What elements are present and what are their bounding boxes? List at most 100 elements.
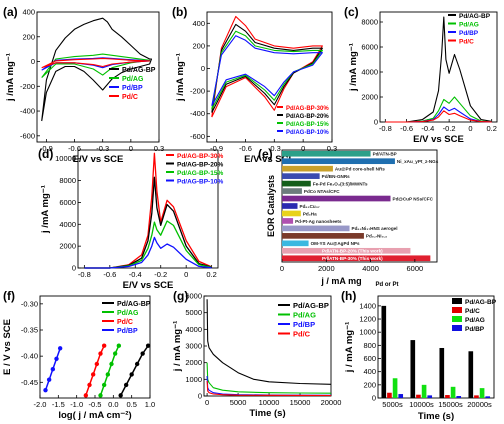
y-tick-label: 0	[372, 394, 376, 403]
series-line	[211, 23, 323, 113]
panel-d: (d) -0.8 -0.6 -0.4 -0.2 0 0.2 0 2000 4000 6000 8000…	[38, 147, 223, 291]
x-tick-label: -0.6	[68, 144, 81, 153]
y-tick-label: -200	[190, 87, 205, 96]
series-line	[211, 15, 323, 118]
x-axis-label: Time (s)	[418, 411, 454, 422]
y-tick-label: 0	[31, 57, 35, 66]
y-tick-label: -0.30	[21, 299, 38, 308]
x-tick-label: -2.0	[34, 400, 47, 409]
panel-g: (g) 0 5000 10000 15000 20000 0 1000 2000 3000 4000…	[172, 289, 341, 419]
bar	[427, 395, 433, 398]
x-tick-label: 0.0	[108, 400, 118, 409]
x-tick-label: 15000s	[438, 400, 463, 409]
series-line	[385, 16, 492, 123]
data-point	[43, 387, 48, 393]
bar	[485, 396, 491, 398]
x-tick-label: 4000	[362, 264, 379, 273]
legend-label: Pd/BP	[459, 30, 479, 37]
x-tick-label: 0	[205, 398, 209, 407]
legend-label: Pd/AG-BP-10%	[286, 130, 329, 136]
x-tick-label: 0	[184, 270, 188, 279]
panel-f: (f) -2.0 -1.5 -1.0 -0.5 0.0 0.5 1.0 -0.45 -0.40 -0…	[2, 289, 155, 421]
data-point	[57, 346, 63, 351]
plot-frame	[379, 11, 498, 123]
panel-label: (d)	[38, 147, 53, 161]
legend-label: Pd/AG-BP	[117, 301, 151, 308]
y-axis-label: EOR Catalysts	[266, 175, 276, 237]
bar	[282, 233, 364, 239]
bar	[416, 394, 421, 398]
data-point	[50, 367, 56, 372]
y-tick-label: -600	[190, 132, 205, 141]
legend-label: Pd/C	[122, 94, 138, 101]
bar	[282, 150, 371, 157]
series-line	[211, 35, 323, 107]
legend-label: Pd/AG	[465, 317, 485, 324]
bar	[282, 210, 301, 217]
legend-swatch	[452, 316, 462, 322]
x-tick-label: -0.8	[78, 270, 91, 279]
bar	[421, 384, 427, 398]
legend-label: Pd/C	[465, 308, 480, 315]
data-point	[145, 343, 151, 348]
bar-label: Pd/ATN-BP	[373, 152, 397, 157]
bar	[282, 165, 333, 172]
panel-label: (a)	[3, 5, 18, 19]
bar	[282, 218, 294, 224]
x-axis-label: E/V vs SCE	[73, 154, 124, 165]
y-tick-label: 4000	[185, 325, 202, 334]
x-tick-label: -0.3	[96, 144, 109, 153]
series-line	[206, 299, 332, 385]
x-tick-label: -0.9	[40, 144, 53, 153]
x-tick-label: 10000s	[409, 400, 434, 409]
bar-label: Pd/ATN-BP-30% (This work)	[322, 256, 383, 261]
y-tick-label: 200	[22, 32, 35, 41]
y-tick-label: 6000	[361, 43, 378, 52]
plot-frame	[206, 11, 333, 143]
bar	[282, 255, 431, 262]
legend-label: Pd/AG	[122, 76, 144, 83]
series-line	[385, 110, 492, 123]
data-point	[83, 393, 89, 398]
bar	[282, 188, 302, 194]
y-tick-label: 6000	[59, 198, 76, 207]
panel-label: (h)	[341, 289, 356, 303]
x-tick-label: 0.5	[126, 400, 136, 409]
y-tick-label: 200	[363, 380, 376, 389]
bar-label: Pd-Pt-Ag nanosheets	[295, 219, 342, 224]
x-tick-label: -1.0	[70, 400, 83, 409]
bar-label: Pd/ATN-BP-20% (This work)	[322, 249, 383, 254]
data-point	[129, 372, 134, 377]
y-tick-label: -600	[20, 131, 35, 140]
y-tick-label: 4000	[59, 220, 76, 229]
panel-label: (b)	[172, 5, 187, 19]
y-tick-label: -0.35	[21, 326, 38, 335]
data-point	[123, 382, 129, 388]
bar	[282, 240, 309, 247]
x-tick-label: 5000s	[382, 400, 403, 409]
y-tick-label: 5000	[185, 308, 202, 317]
data-point	[109, 361, 114, 367]
x-tick-label: -0.3	[268, 144, 281, 153]
series-line	[41, 57, 151, 69]
legend-label: Pd/AG-BP-20%	[286, 114, 329, 120]
panel-label: (e)	[258, 147, 273, 161]
y-tick-label: -200	[20, 82, 35, 91]
data-point	[87, 382, 92, 388]
data-point	[140, 351, 145, 356]
x-tick-label: 0	[301, 144, 305, 153]
y-axis-label: j /mA mg⁻¹	[40, 185, 51, 234]
y-tick-label: 0	[198, 392, 202, 401]
data-point	[46, 377, 52, 382]
y-tick-label: -400	[20, 107, 35, 116]
legend-label: Pd/AG-BP-20%	[177, 162, 223, 169]
x-tick-label: 0	[468, 124, 472, 133]
legend-label: Pd/C	[459, 39, 474, 46]
y-tick-label: 3000	[185, 342, 202, 351]
x-axis-label: Time (s)	[249, 408, 285, 419]
legend-label: Pd/AG-BP-15%	[177, 170, 223, 177]
plot-frame	[77, 149, 219, 269]
x-tick-label: 2000	[318, 264, 335, 273]
x-tick-label: -0.2	[443, 124, 456, 133]
